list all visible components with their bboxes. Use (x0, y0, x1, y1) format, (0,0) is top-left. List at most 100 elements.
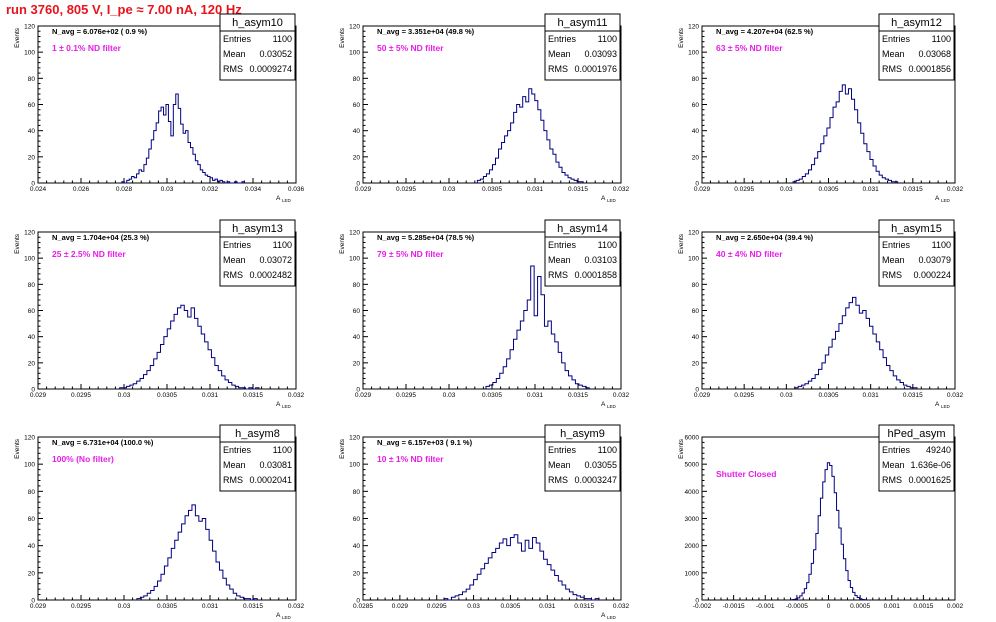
x-axis-title: A (601, 401, 606, 408)
histogram-bin (455, 596, 459, 600)
x-tick-label: 0.029 (30, 392, 47, 399)
y-tick-label: 20 (692, 360, 700, 367)
y-tick-label: 0 (356, 181, 360, 188)
y-tick-label: 120 (349, 230, 360, 237)
y-axis-title: Events (339, 438, 346, 459)
y-axis-title: Events (14, 233, 21, 254)
y-tick-label: 40 (692, 128, 700, 135)
histogram-bin (205, 342, 208, 389)
histogram-bin (520, 107, 523, 183)
x-axis-title-sub: LED (607, 615, 617, 620)
histogram-bin (507, 359, 510, 389)
stat-label-entries: Entries (882, 445, 911, 455)
y-tick-label: 60 (692, 102, 700, 109)
histogram-bin (839, 91, 842, 183)
stat-label-mean: Mean (223, 49, 246, 59)
histogram-bin (164, 337, 167, 389)
x-tick-label: 0.0305 (819, 392, 839, 399)
histogram-bin (156, 123, 158, 183)
histogram-pad-h_asym11: 0 20 40 60 80 100 120 0.029 0.0295 0.03 0.0305 0.03… (339, 13, 630, 203)
histogram-bin (853, 297, 856, 389)
histogram-bin (510, 538, 514, 600)
histogram-bin (538, 276, 541, 389)
histogram-bin (540, 551, 544, 600)
y-tick-label: 40 (353, 334, 361, 341)
y-tick-label: 40 (353, 543, 361, 550)
histogram-step-line (485, 265, 590, 389)
histogram-bin (499, 543, 503, 600)
stat-value-mean: 0.03068 (918, 49, 951, 59)
n-avg-label: N_avg = 4.207e+04 (62.5 %) (716, 27, 814, 36)
y-tick-label: 100 (349, 50, 360, 57)
y-tick-label: 2000 (685, 543, 700, 550)
y-tick-label: 5000 (685, 462, 700, 469)
stat-label-mean: Mean (548, 460, 571, 470)
stat-label-mean: Mean (548, 49, 571, 59)
histogram-bin (459, 595, 463, 600)
histogram-bin (551, 570, 555, 600)
stat-label-rms: RMS (548, 270, 568, 280)
stats-box: h_asym15 Entries 1100 Mean 0.03079 RMS 0.00022… (878, 219, 955, 287)
y-tick-label: 100 (24, 462, 35, 469)
x-axis-title-sub: LED (607, 198, 617, 203)
x-axis-title-sub: LED (282, 404, 292, 409)
x-tick-label: 0.0295 (427, 603, 447, 610)
y-tick-label: 120 (24, 230, 35, 237)
histogram-bin (518, 543, 522, 600)
histogram-bin (547, 565, 551, 600)
y-tick-label: 60 (28, 102, 36, 109)
histogram-bin (836, 331, 839, 389)
histogram-bin (216, 562, 219, 600)
histogram-bin (897, 380, 900, 389)
x-tick-label: 0.03 (118, 603, 131, 610)
y-tick-label: 0 (695, 181, 699, 188)
histogram-bin (527, 300, 530, 389)
stats-box-frame (544, 424, 621, 492)
histogram-name: h_asym11 (558, 17, 608, 29)
histogram-bin (544, 326, 547, 389)
y-axis-title: Events (678, 27, 685, 48)
x-tick-label: 0.0295 (734, 392, 754, 399)
x-tick-label: 0.001 (884, 603, 901, 610)
histogram-bin (832, 339, 835, 389)
stat-label-mean: Mean (882, 460, 905, 470)
x-tick-label: 0.03 (443, 392, 456, 399)
stats-box: h_asym10 Entries 1100 Mean 0.03052 RMS 0.00092… (219, 13, 296, 81)
histogram-bin (477, 574, 481, 600)
histogram-bin (157, 352, 160, 389)
histogram-bin (222, 376, 225, 389)
x-tick-label: 0.03 (780, 186, 793, 193)
histogram-bin (876, 342, 879, 389)
histogram-name: h_asym10 (232, 17, 283, 29)
stat-label-rms: RMS (882, 64, 902, 74)
histogram-bin (573, 595, 577, 600)
histogram-bin (822, 363, 825, 389)
y-tick-label: 80 (353, 282, 361, 289)
histogram-step-line (792, 84, 899, 183)
x-tick-label: 0.03 (161, 186, 174, 193)
x-tick-label: 0.0295 (396, 186, 416, 193)
x-tick-label: 0.0005 (850, 603, 870, 610)
histogram-bin (842, 85, 845, 183)
histogram-bin (493, 382, 496, 389)
histogram-name: h_asym12 (891, 17, 942, 29)
x-axis-title-sub: LED (941, 404, 951, 409)
stat-label-entries: Entries (548, 34, 577, 44)
histogram-bin (175, 540, 178, 600)
stat-value-rms: 0.0003247 (574, 475, 617, 485)
n-avg-label: N_avg = 6.076e+02 ( 0.9 %) (52, 27, 148, 36)
filter-annotation: 25 ± 2.5% ND filter (52, 249, 126, 259)
histogram-bin (869, 326, 872, 389)
histogram-bin (202, 519, 205, 601)
histogram-bin (534, 316, 537, 389)
x-axis-title: A (276, 195, 281, 202)
stats-box: h_asym8 Entries 1100 Mean 0.03081 RMS 0.000204… (219, 424, 296, 492)
y-tick-label: 100 (24, 256, 35, 263)
histogram-bin (174, 314, 177, 389)
stat-label-rms: RMS (223, 475, 243, 485)
histogram-bin (839, 324, 842, 389)
histogram-bin (492, 552, 496, 600)
histogram-bin (833, 107, 836, 183)
histogram-bin (511, 123, 514, 183)
y-tick-label: 6000 (685, 435, 700, 442)
